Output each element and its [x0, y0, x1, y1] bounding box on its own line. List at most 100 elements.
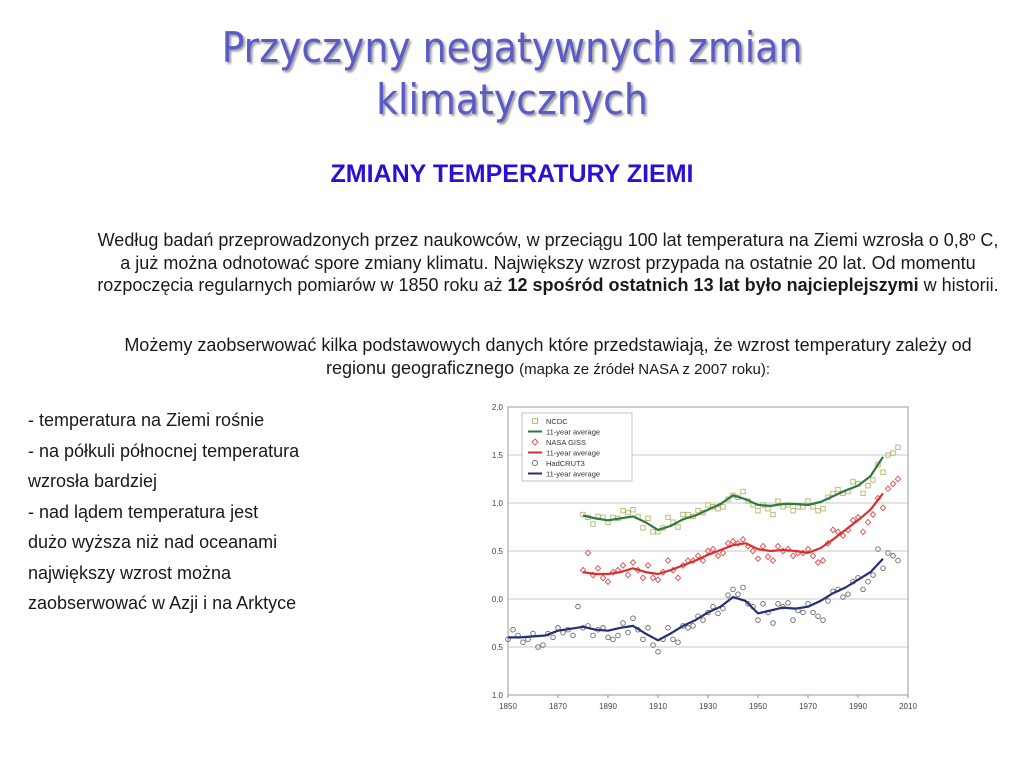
legend-label: NCDC	[546, 417, 568, 426]
data-point-diamond	[734, 539, 742, 547]
series-line	[582, 492, 884, 576]
data-point-diamond	[699, 557, 707, 565]
data-point-circle	[895, 557, 901, 564]
data-point-diamond	[814, 559, 822, 566]
y-tick-label: 0.0	[492, 595, 504, 604]
data-point-circle	[745, 601, 751, 607]
data-point-circle	[620, 620, 626, 626]
data-point-diamond	[649, 574, 657, 582]
bullet-line: zaobserwować w Azji i na Arktyce	[28, 593, 297, 613]
data-point-diamond	[859, 528, 867, 536]
data-point-square	[705, 502, 711, 508]
x-tick-label: 1990	[849, 702, 867, 711]
intro-text-bold: 12 spośród ostatnich 13 lat było najciep…	[507, 275, 919, 295]
data-point-circle	[785, 600, 791, 606]
data-point-circle	[755, 617, 761, 623]
data-point-diamond	[714, 552, 722, 560]
y-tick-label: 1.5	[492, 451, 504, 460]
y-tick-label: 1.0	[492, 499, 504, 508]
data-point-diamond	[594, 564, 602, 572]
data-point-diamond	[774, 542, 782, 550]
data-point-circle	[825, 598, 831, 604]
data-point-circle	[760, 601, 766, 607]
data-point-circle	[720, 605, 726, 612]
data-point-square	[775, 498, 781, 504]
legend-diamond-swatch	[531, 438, 539, 446]
data-point-circle	[690, 623, 696, 629]
data-point-circle	[820, 617, 826, 623]
data-point-diamond	[739, 536, 747, 543]
data-point-square	[665, 514, 671, 521]
data-point-square	[740, 488, 746, 495]
slide-subtitle: ZMIANY TEMPERATURY ZIEMI	[330, 160, 694, 188]
data-point-square	[890, 450, 896, 456]
data-point-circle	[800, 609, 806, 616]
data-point-circle	[605, 634, 611, 641]
data-point-circle	[865, 578, 871, 585]
data-point-square	[885, 452, 891, 458]
data-point-diamond	[769, 557, 777, 565]
data-point-diamond	[604, 578, 612, 586]
data-point-circle	[670, 636, 676, 643]
data-point-circle	[575, 603, 581, 610]
data-point-square	[865, 483, 871, 489]
series-line	[582, 456, 884, 531]
data-point-diamond	[889, 480, 897, 488]
data-point-diamond	[884, 485, 892, 493]
data-point-circle	[655, 649, 661, 655]
data-point-diamond	[619, 561, 627, 569]
data-point-diamond	[674, 574, 682, 582]
bullet-list: - temperatura na Ziemi rośnie - na półku…	[28, 405, 388, 619]
data-point-square	[895, 444, 901, 450]
data-point-diamond	[829, 526, 837, 534]
data-point-circle	[815, 613, 821, 620]
data-point-circle	[645, 625, 651, 631]
legend-label: NASA GISS	[546, 438, 586, 447]
x-tick-label: 1950	[749, 702, 767, 711]
data-point-square	[625, 509, 631, 516]
data-point-diamond	[894, 475, 902, 483]
data-point-diamond	[719, 549, 727, 557]
data-point-diamond	[749, 547, 757, 555]
data-point-diamond	[729, 537, 737, 545]
data-point-circle	[840, 594, 846, 600]
data-point-diamond	[789, 552, 797, 560]
data-point-circle	[610, 636, 616, 643]
data-point-square	[860, 490, 866, 497]
data-point-circle	[730, 586, 736, 593]
data-point-circle	[860, 586, 866, 593]
data-point-square	[805, 498, 811, 504]
data-point-diamond	[869, 511, 877, 518]
data-point-diamond	[609, 568, 617, 576]
bullet-line: wzrosła bardziej	[28, 471, 158, 491]
series-line	[508, 557, 884, 642]
data-point-circle	[630, 615, 636, 621]
data-point-square	[620, 508, 626, 514]
data-point-square	[770, 511, 776, 518]
plot-frame	[507, 406, 909, 696]
data-point-square	[820, 506, 826, 512]
data-point-circle	[890, 553, 896, 559]
data-point-square	[650, 529, 656, 535]
x-tick-label: 1910	[649, 702, 667, 711]
data-point-circle	[665, 625, 671, 631]
data-point-square	[645, 515, 651, 522]
intro-text-c: w historii.	[918, 275, 999, 295]
data-point-diamond	[664, 557, 672, 565]
data-point-circle	[700, 617, 706, 623]
data-point-diamond	[654, 576, 662, 584]
data-point-square	[680, 511, 686, 518]
x-tick-label: 1970	[799, 702, 817, 711]
data-point-square	[695, 508, 701, 514]
slide-title-line1: Przyczyny negatywnych zmian	[221, 23, 803, 72]
data-point-square	[870, 477, 876, 483]
data-point-circle	[685, 625, 691, 631]
y-tick-label: 1.0	[492, 691, 504, 700]
data-point-square	[715, 506, 721, 512]
data-point-circle	[725, 592, 731, 598]
bullet-line: - na półkuli północnej temperatura	[28, 440, 300, 461]
temperature-chart: 1.0 0.5 0.0 0.5 1.0 1.5 2.0 1850 1870 1890 1910 193…	[492, 403, 918, 711]
data-point-diamond	[584, 549, 592, 557]
x-tick-label: 2010	[899, 702, 917, 711]
legend-square-swatch	[532, 418, 538, 424]
